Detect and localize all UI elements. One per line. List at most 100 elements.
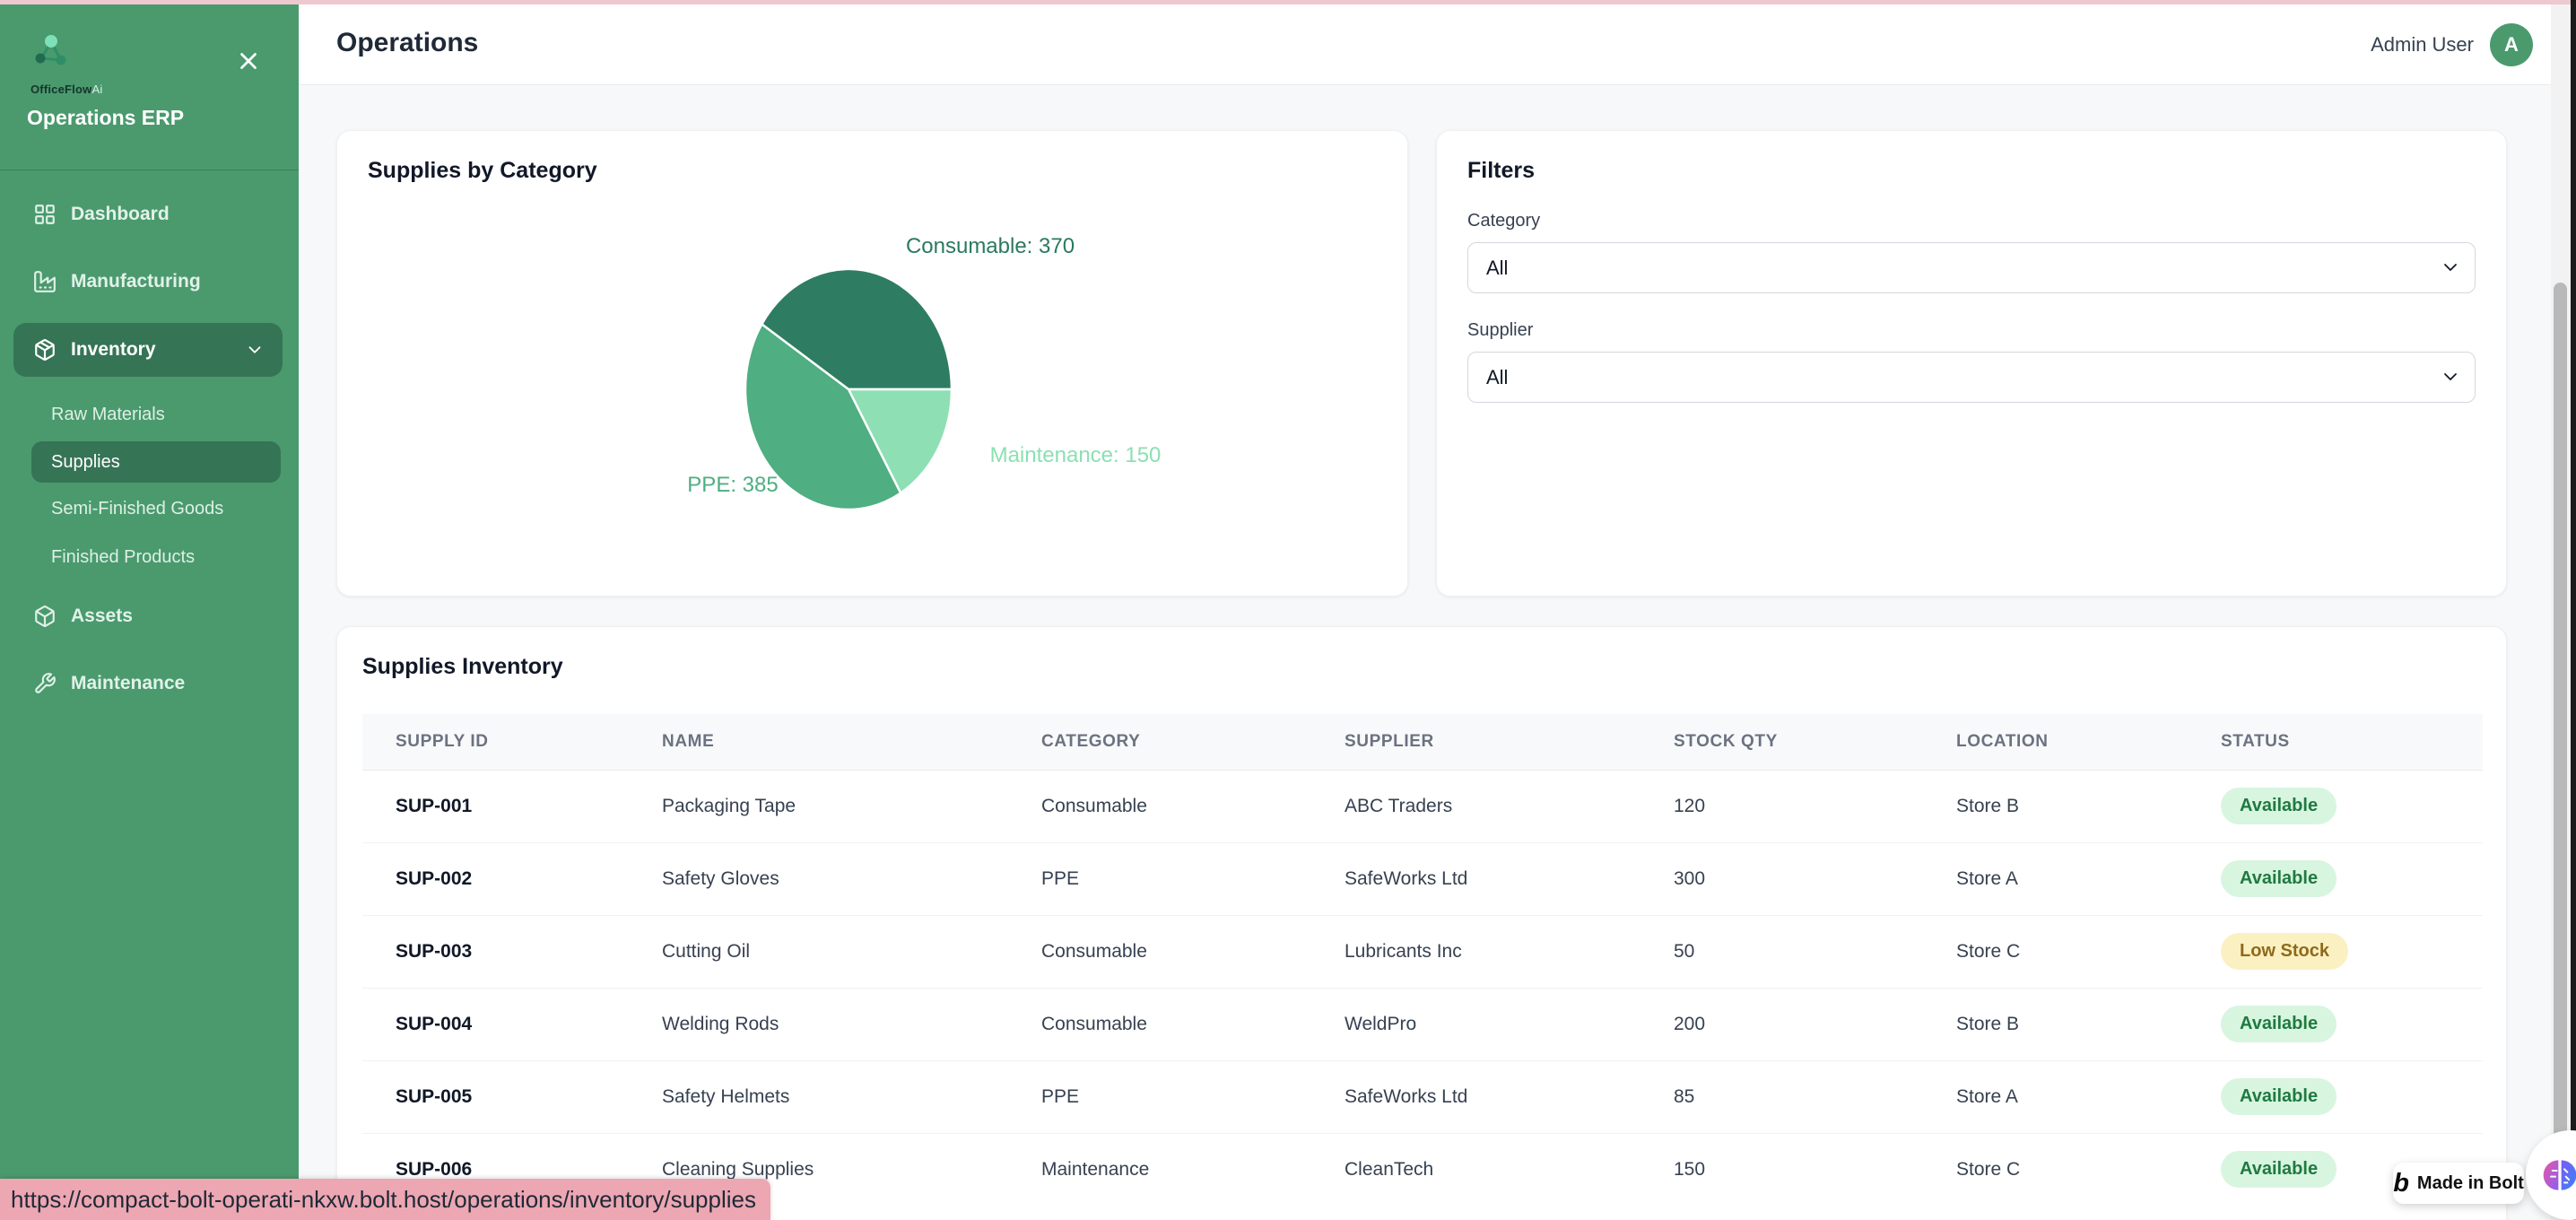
cell-supplier: ABC Traders — [1345, 795, 1453, 816]
cell-qty: 150 — [1640, 1132, 1923, 1206]
column-header: SUPPLIER — [1311, 714, 1640, 771]
sub-item-label: Semi-Finished Goods — [51, 498, 224, 518]
cell-category: PPE — [1008, 1059, 1311, 1133]
table-title: Supplies Inventory — [362, 654, 563, 679]
made-in-bolt-label: Made in Bolt — [2416, 1172, 2524, 1193]
cell-supplier: WeldPro — [1311, 987, 1640, 1060]
table-row: SUP-004 Welding Rods Consumable WeldPro 200 S… — [362, 987, 2483, 1060]
supplies-table: SUPPLY ID NAME CATEGORY SUPPLIER STOCK Q… — [362, 714, 2483, 1206]
sidebar-item-label: Assets — [71, 606, 133, 626]
page-title: Operations — [336, 28, 479, 57]
pie-annotation: PPE: 385 — [687, 473, 779, 497]
cell-status: Available — [2188, 841, 2483, 915]
window-edge — [2571, 0, 2576, 1220]
wrench-icon — [35, 673, 56, 693]
cell-id: SUP-001 — [396, 795, 473, 816]
table-row: SUP-003 Cutting Oil Consumable Lubricants I… — [362, 914, 2483, 988]
table-row: SUP-002 Safety Gloves PPE SafeWorks Ltd 300 S… — [362, 841, 2483, 915]
package-icon — [35, 339, 55, 361]
status-badge: Low Stock — [2221, 933, 2349, 970]
user-menu: Admin User A — [2371, 23, 2533, 66]
sidebar-item-supplies[interactable]: Supplies — [31, 441, 281, 483]
status-badge: Available — [2221, 860, 2337, 897]
cell-category: Consumable — [1008, 987, 1311, 1060]
sidebar-item-inventory[interactable]: Inventory — [13, 323, 283, 377]
cell-supplier: SafeWorks Ltd — [1311, 1059, 1640, 1133]
logo-molecule-icon — [35, 35, 66, 65]
supplier-filter-label: Supplier — [1467, 320, 1534, 340]
user-name: Admin User — [2371, 33, 2474, 56]
browser-progress-line — [0, 0, 2571, 4]
table-row: SUP-001 Packaging Tape Consumable ABC Trade… — [362, 770, 2483, 842]
sub-item-label: Finished Products — [51, 546, 196, 567]
pie-slice-maintenance — [847, 388, 953, 494]
sidebar-item-raw-materials[interactable]: Raw Materials — [31, 394, 281, 435]
made-in-bolt-badge[interactable]: b Made in Bolt — [2393, 1163, 2524, 1204]
app-logo: OfficeFlowAi — [30, 31, 102, 96]
sidebar-item-label: Maintenance — [71, 673, 186, 693]
cell-location: Store A — [1923, 841, 2188, 915]
column-header: NAME — [629, 714, 1008, 771]
category-select[interactable]: All — [1467, 242, 2476, 293]
sub-item-label: Supplies — [51, 451, 120, 472]
supplier-select[interactable]: All — [1467, 352, 2476, 403]
brain-icon — [2543, 1160, 2576, 1190]
sidebar-item-finished-products[interactable]: Finished Products — [31, 536, 281, 578]
cell-qty: 120 — [1674, 795, 1706, 816]
cell-location: Store C — [1923, 914, 2188, 988]
chart-title: Supplies by Category — [368, 158, 597, 183]
status-badge: Available — [2221, 1078, 2337, 1115]
supplies-table-body: SUP-001 Packaging Tape Consumable ABC Trade… — [362, 770, 2483, 1206]
scrollbar-thumb[interactable] — [2554, 283, 2567, 1157]
close-icon — [240, 53, 257, 69]
bolt-logo-icon: b — [2393, 1168, 2409, 1198]
cell-name: Cleaning Supplies — [629, 1132, 1008, 1206]
dashboard-grid-icon — [35, 205, 55, 224]
column-header: CATEGORY — [1008, 714, 1311, 771]
sidebar-item-label: Inventory — [71, 339, 156, 360]
cell-status: Available — [2188, 1059, 2483, 1133]
cell-category: Consumable — [1008, 914, 1311, 988]
column-header: STATUS — [2188, 714, 2483, 771]
sidebar-item-maintenance[interactable]: Maintenance — [13, 657, 283, 710]
status-badge: Available — [2221, 1006, 2337, 1042]
cell-category: Maintenance — [1008, 1132, 1311, 1206]
cell-status: Low Stock — [2188, 914, 2483, 988]
sidebar-item-dashboard[interactable]: Dashboard — [13, 187, 283, 241]
sidebar: OfficeFlowAi Operations ERP Dashboard Ma… — [0, 4, 299, 1220]
sidebar-item-assets[interactable]: Assets — [13, 589, 283, 643]
pie-slice-ppe — [744, 323, 902, 511]
cell-name: Cutting Oil — [629, 914, 1008, 988]
column-header: STOCK QTY — [1640, 714, 1923, 771]
cell-qty: 50 — [1640, 914, 1923, 988]
logo-caption: OfficeFlowAi — [30, 83, 103, 96]
pie-annotation: Maintenance: 150 — [989, 443, 1162, 467]
cell-location: Store A — [1923, 1059, 2188, 1133]
pie-annotation: Consumable: 370 — [905, 234, 1075, 258]
supplies-by-category-card: Supplies by Category Consumable: 370 Main… — [336, 130, 1408, 597]
scrollbar-track[interactable] — [2551, 4, 2571, 1220]
cell-name: Packaging Tape — [662, 795, 796, 816]
cell-category: PPE — [1008, 841, 1311, 915]
sidebar-item-manufacturing[interactable]: Manufacturing — [13, 255, 283, 309]
sidebar-item-label: Dashboard — [71, 204, 170, 224]
supplies-inventory-card: Supplies Inventory SUPPLY ID NAME CATEGO… — [336, 626, 2507, 1220]
table-row: SUP-005 Safety Helmets PPE SafeWorks Ltd 85 S… — [362, 1059, 2483, 1133]
filters-title: Filters — [1467, 158, 1536, 183]
sidebar-item-semi-finished-goods[interactable]: Semi-Finished Goods — [31, 488, 281, 529]
cell-name: Safety Helmets — [629, 1059, 1008, 1133]
package-icon — [35, 606, 55, 627]
main-content: Supplies by Category Consumable: 370 Main… — [299, 85, 2551, 1220]
avatar[interactable]: A — [2490, 23, 2533, 66]
cell-location: Store B — [1956, 795, 2020, 816]
link-status-bar: https://compact-bolt-operati-nkxw.bolt.h… — [0, 1179, 770, 1220]
category-filter-label: Category — [1467, 211, 1541, 231]
sidebar-item-label: Manufacturing — [71, 271, 201, 292]
close-sidebar-button[interactable] — [231, 44, 265, 78]
top-header: Operations Admin User A — [299, 4, 2551, 85]
cell-id: SUP-004 — [362, 987, 629, 1060]
table-header-row: SUPPLY ID NAME CATEGORY SUPPLIER STOCK Q… — [362, 714, 2483, 771]
cell-id: SUP-002 — [362, 841, 629, 915]
column-header: SUPPLY ID — [362, 714, 629, 771]
